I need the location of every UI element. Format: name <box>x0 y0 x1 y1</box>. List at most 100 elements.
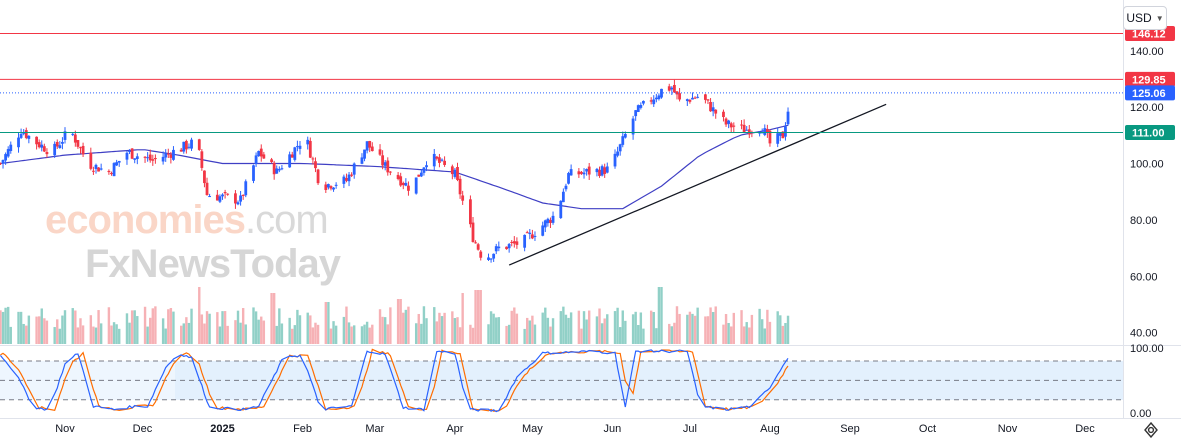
candle-body <box>360 157 364 164</box>
candle-body <box>595 168 599 173</box>
volume-bar <box>118 328 121 344</box>
volume-bar <box>510 310 513 344</box>
candle-body <box>652 99 656 105</box>
volume-bar <box>58 328 62 344</box>
volume-bar <box>422 306 426 344</box>
volume-bar <box>559 311 562 344</box>
volume-bar <box>288 317 291 344</box>
volume-bar <box>420 323 423 344</box>
candle-body <box>742 124 746 133</box>
volume-bar <box>154 306 157 344</box>
candle-body <box>685 99 689 102</box>
volume-bar <box>425 318 428 344</box>
volume-bar <box>208 313 211 344</box>
volume-bar <box>218 326 222 344</box>
volume-bar <box>476 290 480 344</box>
volume-bar <box>758 308 761 344</box>
candle-body <box>218 196 222 202</box>
candle-body <box>453 169 457 177</box>
candle-body <box>530 234 534 239</box>
volume-bar <box>655 328 658 344</box>
price-tick-label: 80.00 <box>1130 215 1158 227</box>
volume-bar <box>329 328 333 344</box>
candle-body <box>786 111 790 125</box>
volume-bar <box>71 308 74 344</box>
candle-body <box>425 165 428 168</box>
candle-body <box>272 162 276 175</box>
candle-body <box>107 170 111 173</box>
volume-bar <box>732 312 735 344</box>
candle-body <box>326 184 330 188</box>
volume-bar <box>505 325 508 344</box>
candle-body <box>345 178 348 181</box>
volume-bar <box>657 287 661 344</box>
time-tick-label: Feb <box>293 423 312 435</box>
candle-body <box>729 123 733 128</box>
volume-bar <box>92 326 95 344</box>
candle-body <box>182 141 186 152</box>
candle-body <box>605 166 609 173</box>
candle-body <box>350 174 354 176</box>
volume-bar <box>642 328 645 344</box>
candle-body <box>239 195 242 202</box>
volume-bar <box>776 311 779 344</box>
volume-bar <box>198 287 201 344</box>
candle-body <box>541 225 545 236</box>
volume-bar <box>161 318 165 344</box>
candle-body <box>148 154 152 161</box>
candle-body <box>130 148 134 159</box>
candle-body <box>226 193 230 195</box>
volume-bar <box>562 306 565 344</box>
candle-body <box>631 118 635 135</box>
candle-body <box>205 182 209 196</box>
settings-gear-icon[interactable] <box>1141 420 1161 440</box>
candle-body <box>549 219 552 223</box>
candle-body <box>693 97 697 99</box>
volume-bar <box>779 315 782 344</box>
time-tick-label: Aug <box>760 423 780 435</box>
volume-bar <box>742 326 746 344</box>
candle-body <box>146 157 150 159</box>
candle-body <box>585 169 589 172</box>
candle-body <box>732 125 736 127</box>
volume-bar <box>99 323 103 344</box>
volume-bar <box>458 327 462 344</box>
candle-body <box>259 148 263 157</box>
candle-body <box>476 244 480 250</box>
candle-body <box>262 154 266 159</box>
candle-body <box>187 146 191 148</box>
volume-bar <box>221 311 224 344</box>
candle-body <box>401 182 405 186</box>
volume-bar <box>205 311 209 344</box>
candle-body <box>27 135 31 139</box>
volume-bar <box>324 302 328 344</box>
volume-bar <box>43 318 46 344</box>
volume-bar <box>417 313 420 344</box>
candle-body <box>288 154 292 168</box>
volume-bar <box>252 307 255 344</box>
candle-body <box>414 177 418 194</box>
currency-button[interactable]: USD ▼ <box>1123 6 1167 30</box>
candle-body <box>768 130 772 144</box>
candle-body <box>270 159 273 162</box>
volume-bar <box>25 325 28 344</box>
candle-body <box>623 133 627 138</box>
volume-bar <box>270 293 273 344</box>
volume-bar <box>748 327 751 344</box>
volume-bar <box>180 325 183 344</box>
candle-body <box>61 141 64 144</box>
price-tick-label: 40.00 <box>1130 328 1158 340</box>
volume-bar <box>353 325 356 344</box>
candle-body <box>667 86 671 91</box>
volume-bar <box>461 293 464 344</box>
candle-body <box>277 169 281 171</box>
time-tick-label: Dec <box>1075 423 1095 435</box>
volume-bar <box>564 314 568 344</box>
candle-body <box>368 140 372 148</box>
candle-body <box>17 137 20 148</box>
volume-bar <box>652 312 655 344</box>
candle-body <box>727 120 731 124</box>
candle-body <box>722 111 725 118</box>
volume-bar <box>130 310 134 344</box>
